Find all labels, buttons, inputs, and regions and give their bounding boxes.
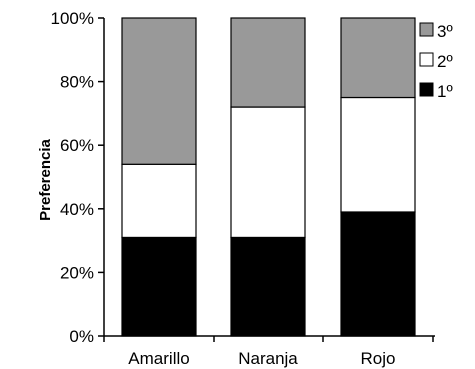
legend-label: 1º <box>437 82 453 101</box>
y-tick-label: 20% <box>60 263 94 282</box>
y-axis-label: Preferencia <box>37 138 54 220</box>
bar-segment <box>230 106 306 239</box>
x-axis: Amarillo Naranja Rojo <box>103 335 435 368</box>
bars <box>121 17 416 337</box>
bar-segment <box>230 236 306 337</box>
x-tick-label: Amarillo <box>128 349 189 368</box>
legend: 3º 2º 1º <box>419 22 453 101</box>
legend-label: 2º <box>437 52 453 71</box>
bar-segment <box>121 17 197 165</box>
bar-segment <box>340 211 416 337</box>
x-tick-label: Rojo <box>361 349 396 368</box>
bar-segment <box>121 163 197 239</box>
legend-swatch <box>419 22 434 37</box>
y-axis: 0% 20% 40% 60% 80% 100% <box>51 9 105 346</box>
x-tick-label: Naranja <box>238 349 298 368</box>
bar-segment <box>230 17 306 108</box>
legend-swatch <box>419 82 434 97</box>
bar-segment <box>340 17 416 99</box>
y-tick-label: 80% <box>60 73 94 92</box>
legend-swatch <box>419 52 434 67</box>
y-tick-label: 40% <box>60 200 94 219</box>
y-tick-label: 60% <box>60 136 94 155</box>
y-tick-label: 0% <box>69 327 94 346</box>
legend-label: 3º <box>437 22 453 41</box>
y-tick-label: 100% <box>51 9 94 28</box>
bar-segment <box>121 236 197 337</box>
bar-segment <box>340 96 416 213</box>
